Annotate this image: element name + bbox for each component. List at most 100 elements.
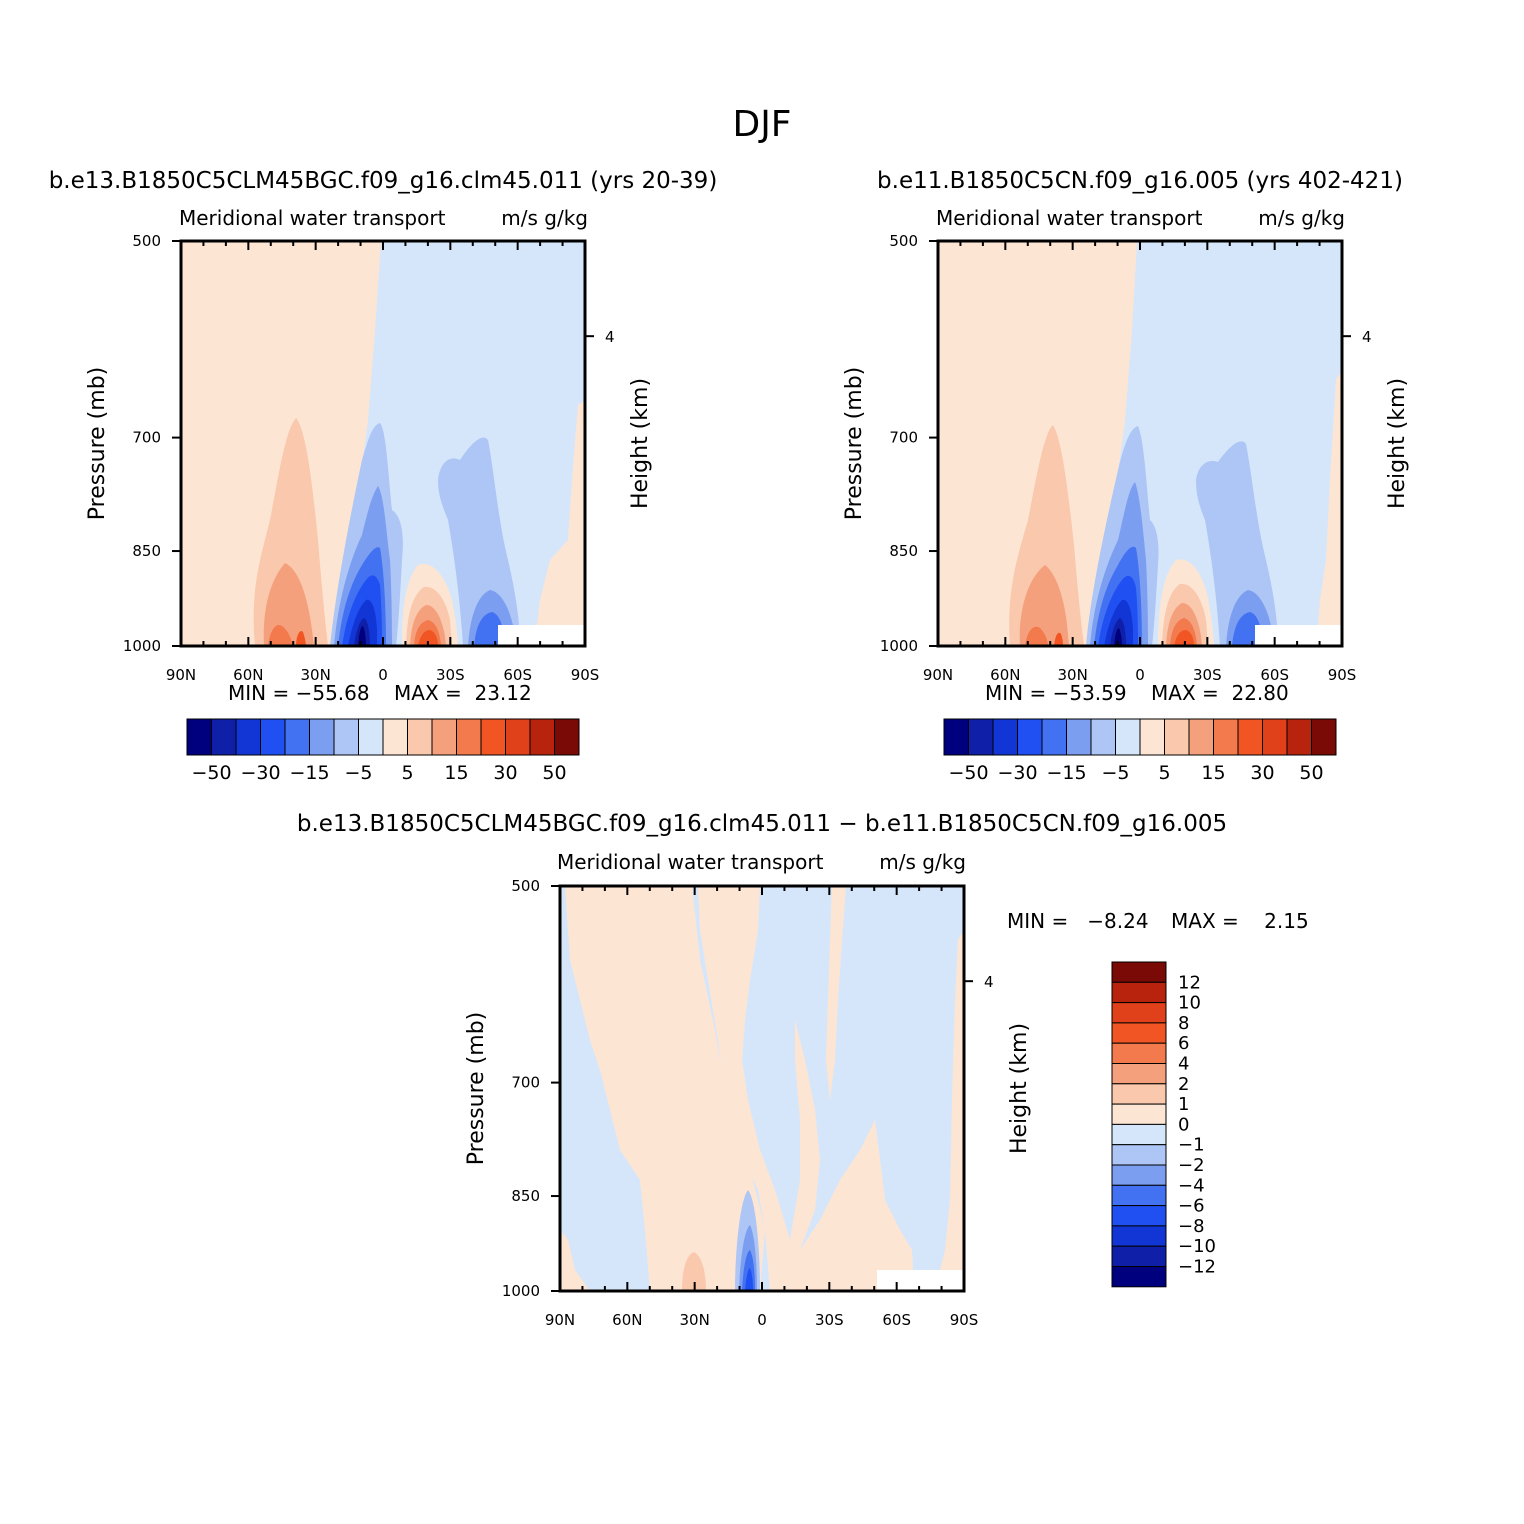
- panel-3-pos-edge-nh: [560, 1230, 590, 1291]
- colorbar-box: [1111, 961, 1167, 983]
- colorbar-box: [1066, 718, 1092, 756]
- y-axis-title: Pressure (mb): [464, 1012, 489, 1166]
- x-tick-label: 0: [1135, 666, 1145, 684]
- panel-2-field: [938, 241, 1342, 646]
- colorbar-box: [382, 718, 408, 756]
- y-axis-title-right: Height (km): [1385, 378, 1410, 509]
- colorbar-box: [1111, 1245, 1167, 1267]
- panel-1-subtitle-left: Meridional water transport: [179, 206, 446, 230]
- panel-3-field: [560, 886, 964, 1291]
- panel-2-neg-lobe-sh-5: [1196, 441, 1278, 646]
- y-axis-title: Pressure (mb): [85, 367, 110, 521]
- x-tick-label: 90N: [545, 1311, 575, 1329]
- panel-3-pos-strip-sh: [780, 1020, 820, 1291]
- y-tick-label: 500: [889, 232, 918, 250]
- colorbar-label: 1: [1178, 1094, 1189, 1115]
- colorbar-label: −4: [1178, 1175, 1205, 1196]
- colorbar-box: [1111, 1184, 1167, 1207]
- y-tick-label: 1000: [880, 637, 918, 655]
- colorbar-label: −6: [1178, 1196, 1205, 1217]
- colorbar-label: −15: [1046, 762, 1086, 784]
- panel-3-pos-patch-2: [682, 1252, 706, 1291]
- panel-2-pos-lobe-nh-15: [1025, 626, 1048, 646]
- x-tick-label: 60S: [882, 1311, 911, 1329]
- colorbar-box: [1139, 718, 1165, 756]
- panel-3-pos-region-nh: [565, 886, 765, 1291]
- panel-1-nh-positive-region: [181, 241, 381, 646]
- x-tick-label: 90N: [923, 666, 953, 684]
- colorbar-box: [554, 718, 580, 756]
- colorbar-label: 12: [1178, 972, 1201, 993]
- colorbar-box: [1188, 718, 1214, 756]
- panel-3-neg-lobe-6: [745, 1268, 753, 1291]
- panel-2-pos-lobe-nh-10: [1019, 565, 1069, 646]
- panel-2-nh-positive-region: [938, 241, 1137, 646]
- panel-3-title: b.e13.B1850C5CLM45BGC.f09_g16.clm45.011 …: [297, 811, 1227, 837]
- panel-3-min-label: MIN = −8.24: [1007, 909, 1149, 933]
- panel-2-colorbar: −50 −30 −15 −5 5 15 30 50: [943, 718, 1337, 784]
- colorbar-label: 5: [401, 762, 413, 784]
- panel-2-pos-lobe-sh-30: [1174, 630, 1194, 646]
- colorbar-box: [505, 718, 531, 756]
- colorbar-label: −50: [948, 762, 988, 784]
- colorbar-box: [1111, 981, 1167, 1004]
- right-tick-label: 4: [984, 973, 994, 991]
- y-tick-label: 850: [889, 542, 918, 560]
- y-tick-label: 850: [132, 542, 161, 560]
- panel-1-neg-lobe-sh-15: [474, 612, 505, 646]
- colorbar-box: [1237, 718, 1263, 756]
- colorbar-box: [992, 718, 1018, 756]
- right-tick-label: 4: [605, 328, 615, 346]
- x-tick-label: 30N: [301, 666, 331, 684]
- colorbar-box: [1111, 1002, 1167, 1024]
- y-tick-label: 1000: [123, 637, 161, 655]
- colorbar-label: 30: [1250, 762, 1274, 784]
- colorbar-box: [529, 718, 555, 756]
- colorbar-box: [1111, 1144, 1167, 1166]
- colorbar-box: [1111, 1205, 1167, 1227]
- panel-3-subtitle-left: Meridional water transport: [557, 850, 824, 874]
- x-tick-label: 0: [757, 1311, 767, 1329]
- colorbar-box: [1111, 1103, 1167, 1125]
- panel-3: b.e13.B1850C5CLM45BGC.f09_g16.clm45.011 …: [297, 811, 1309, 1329]
- panel-1-neg-lobe-sh-5: [438, 437, 520, 646]
- colorbar-box: [235, 718, 261, 756]
- panel-2-axes: 90N 60N 30N 0 30S 60S 90S 500 700 850 1000 4 Pressur…: [842, 232, 1410, 684]
- colorbar-label: 15: [444, 762, 468, 784]
- colorbar-label: 6: [1178, 1033, 1189, 1054]
- panel-2: b.e11.B1850C5CN.f09_g16.005 (yrs 402-421…: [842, 168, 1410, 784]
- colorbar-box: [1111, 1164, 1167, 1186]
- colorbar-label: −1: [1178, 1135, 1205, 1156]
- y-tick-label: 700: [511, 1074, 540, 1092]
- colorbar-label: 5: [1158, 762, 1170, 784]
- colorbar-label: 0: [1178, 1114, 1189, 1135]
- colorbar-box: [968, 718, 994, 756]
- y-tick-label: 700: [132, 429, 161, 447]
- panel-2-mask: [1255, 625, 1342, 646]
- colorbar-label: −8: [1178, 1216, 1205, 1237]
- y-tick-label: 500: [511, 877, 540, 895]
- x-tick-label: 60N: [233, 666, 263, 684]
- colorbar-label: −30: [997, 762, 1037, 784]
- colorbar-box: [1090, 718, 1116, 756]
- y-axis-title-right: Height (km): [1007, 1023, 1032, 1154]
- panel-2-pos-lobe-nh-20: [1054, 632, 1063, 646]
- colorbar-label: 50: [542, 762, 566, 784]
- panel-3-pos-streak-sh: [826, 886, 846, 1100]
- colorbar-box: [260, 718, 286, 756]
- panel-3-pos-region-tropics: [698, 886, 800, 1291]
- page-title: DJF: [732, 104, 791, 145]
- panel-2-min-label: MIN = −53.59: [985, 681, 1127, 705]
- colorbar-label: 30: [493, 762, 517, 784]
- colorbar-box: [1115, 718, 1141, 756]
- colorbar-box: [480, 718, 506, 756]
- x-tick-label: 30S: [1193, 666, 1222, 684]
- panel-2-max-label: MAX = 22.80: [1151, 681, 1289, 705]
- panel-3-mask: [877, 1270, 964, 1291]
- colorbar-box: [1017, 718, 1043, 756]
- colorbar-box: [211, 718, 237, 756]
- panel-3-axes: 90N 60N 30N 0 30S 60S 90S 500 700 850 1000 4 Pressur…: [464, 877, 1032, 1329]
- panel-2-neg-lobe-50: [1114, 628, 1122, 646]
- y-tick-label: 700: [889, 429, 918, 447]
- colorbar-label: 50: [1299, 762, 1323, 784]
